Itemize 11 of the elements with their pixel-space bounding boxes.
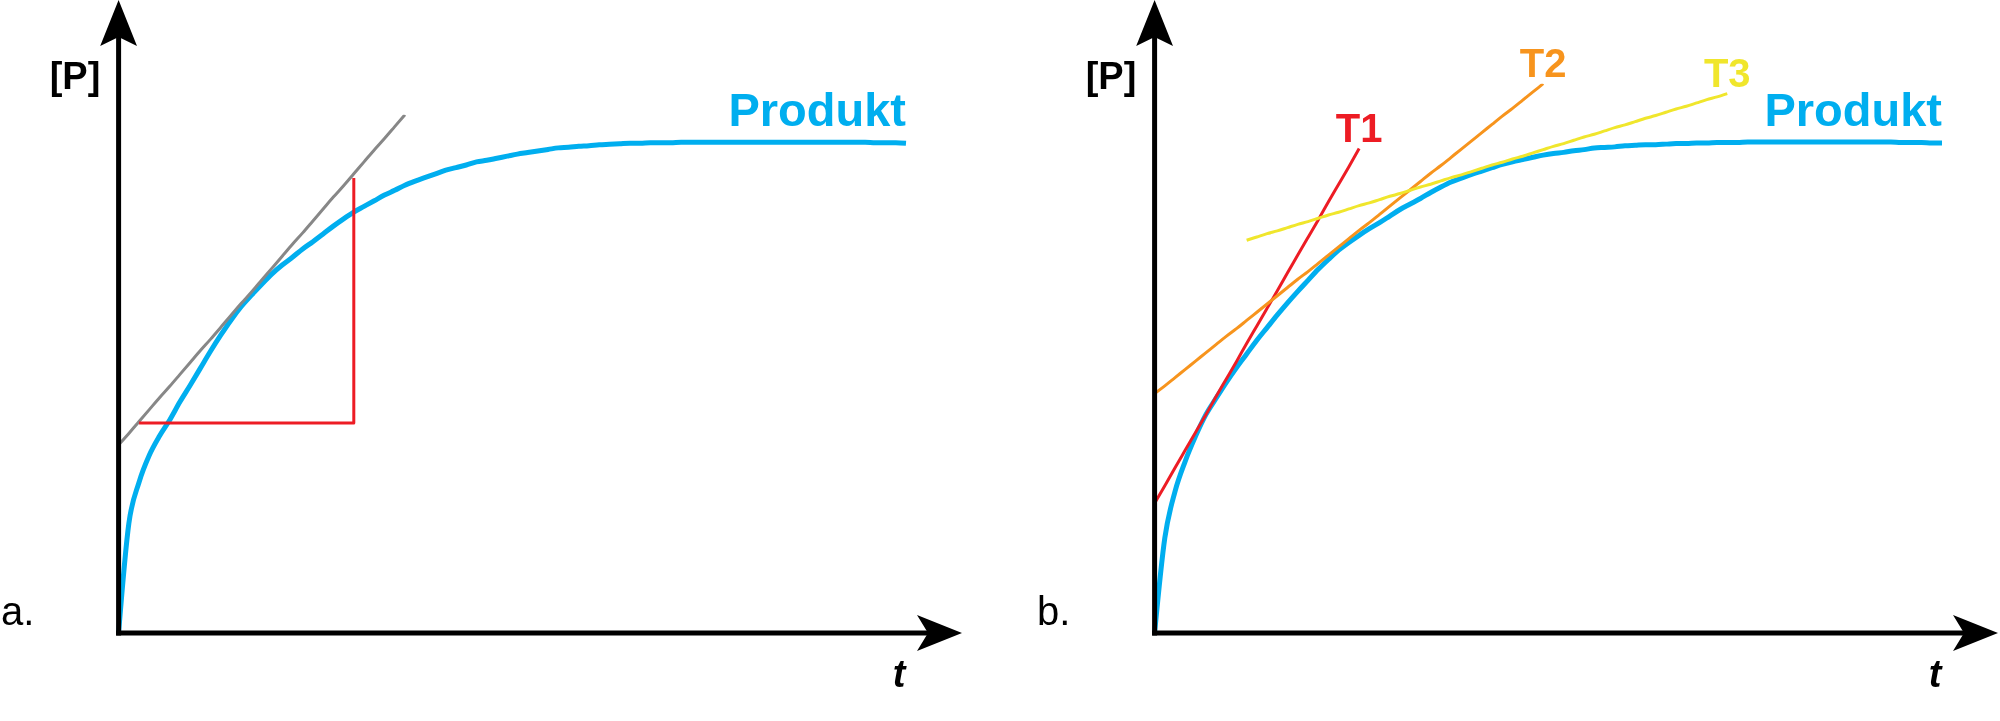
y-axis-title: [P]	[1086, 55, 1137, 97]
series-label: Produkt	[728, 83, 907, 137]
series-label: T2	[1520, 40, 1567, 85]
series-label: Produkt	[1764, 83, 1943, 137]
y-axis-title: [P]	[49, 55, 101, 97]
x-axis-title: t	[892, 653, 907, 695]
x-axis-title: t	[1929, 653, 1944, 695]
text: b.	[1037, 589, 1071, 633]
series-label: T3	[1704, 50, 1751, 95]
text: a.	[1, 589, 35, 633]
series-label: T1	[1336, 105, 1383, 150]
